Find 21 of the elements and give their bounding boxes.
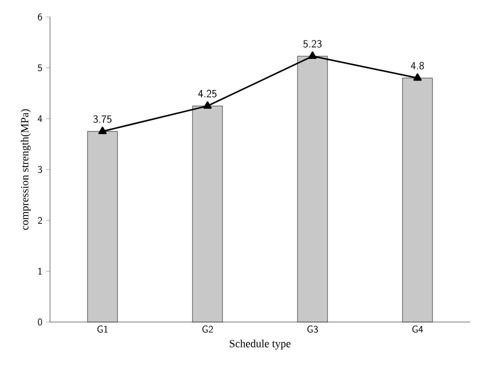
- point: [203, 101, 212, 109]
- point: [98, 126, 107, 134]
- data-label: 4.8: [410, 62, 424, 70]
- point: [413, 73, 422, 81]
- y-tick-label: 6: [38, 14, 42, 20]
- y-tick-label: 4: [38, 115, 42, 122]
- x-tick-label: G3: [307, 326, 318, 333]
- x-tick-label: G1: [97, 326, 108, 333]
- y-tick-label: 2: [38, 216, 42, 224]
- x-axis-title: Schedule type: [230, 340, 291, 350]
- data-label: 3.75: [93, 115, 112, 123]
- y-tick-label: 0: [38, 318, 42, 326]
- x-tick-label: G4: [412, 326, 424, 333]
- data-label: 5.23: [303, 40, 322, 48]
- y-tick-label: 5: [38, 64, 42, 72]
- y-tick-label: 3: [38, 166, 42, 173]
- y-axis-title: compression strength(MPa): [20, 109, 31, 230]
- point: [308, 51, 317, 59]
- y-tick-label: 1: [38, 268, 42, 275]
- data-label: 4.25: [198, 90, 216, 98]
- x-tick-label: G2: [202, 326, 213, 333]
